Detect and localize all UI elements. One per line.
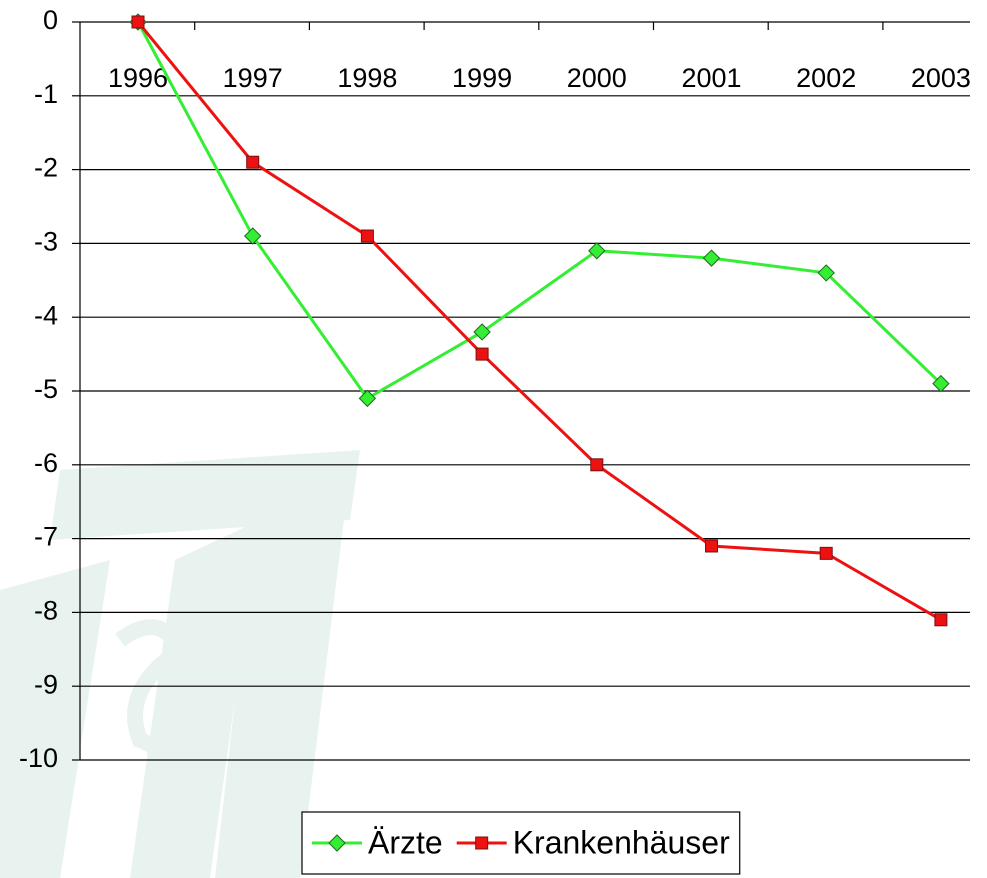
x-tick-label: 1996 (108, 63, 168, 93)
y-tick-label: -2 (34, 153, 58, 183)
point (935, 614, 947, 626)
x-tick-label: 1997 (223, 63, 283, 93)
point (820, 547, 832, 559)
legend: Ärzte Krankenhäuser (302, 812, 740, 874)
x-tick-label: 1999 (452, 63, 512, 93)
point (247, 156, 259, 168)
x-tick-label: 2002 (796, 63, 856, 93)
x-tick-label: 2000 (567, 63, 627, 93)
chart: 0 -1 -2 -3 -4 -5 -6 -7 -8 -9 -10 1996 1997 1998 1999 20… (0, 0, 987, 878)
point (591, 459, 603, 471)
y-tick-label: -10 (19, 743, 58, 773)
x-tick-label: 2001 (681, 63, 741, 93)
y-tick-label: -1 (34, 79, 58, 109)
x-tick-label: 1998 (337, 63, 397, 93)
point (476, 348, 488, 360)
x-tick-label: 2003 (911, 63, 971, 93)
point (361, 230, 373, 242)
y-tick-label: -6 (34, 448, 58, 478)
legend-label: Ärzte (368, 824, 443, 860)
y-tick-label: -8 (34, 596, 58, 626)
y-tick-label: -3 (34, 227, 58, 257)
point (704, 250, 720, 266)
y-tick-label: 0 (43, 5, 58, 35)
point (132, 16, 144, 28)
y-tick-label: -5 (34, 374, 58, 404)
legend-label: Krankenhäuser (513, 824, 730, 860)
point (706, 540, 718, 552)
point (476, 837, 488, 849)
y-tick-label: -9 (34, 669, 58, 699)
y-tick-label: -4 (34, 300, 58, 330)
y-tick-label: -7 (34, 522, 58, 552)
